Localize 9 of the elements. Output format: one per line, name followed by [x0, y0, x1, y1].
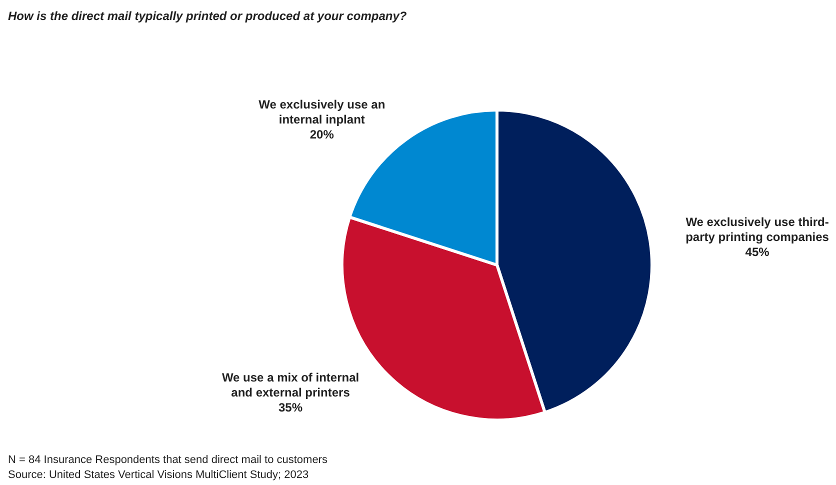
slice-label: We use a mix of internal and external printers	[222, 370, 360, 400]
text: N = 84 Insurance Respondents that send direct mail to customers	[8, 454, 328, 466]
source-note: Source: United States Vertical Visions MultiClient Study; 2023	[8, 469, 309, 481]
data-label: 20%	[310, 127, 334, 142]
slice-label: We exclusively use third-party printing companies	[686, 214, 830, 244]
chart-title: How is the direct mail typically printed or produced at your company?	[8, 9, 408, 23]
data-label: 35%	[278, 400, 303, 414]
data-label: 45%	[745, 244, 770, 259]
slice-label: We exclusively use an internal inplant	[258, 97, 386, 126]
